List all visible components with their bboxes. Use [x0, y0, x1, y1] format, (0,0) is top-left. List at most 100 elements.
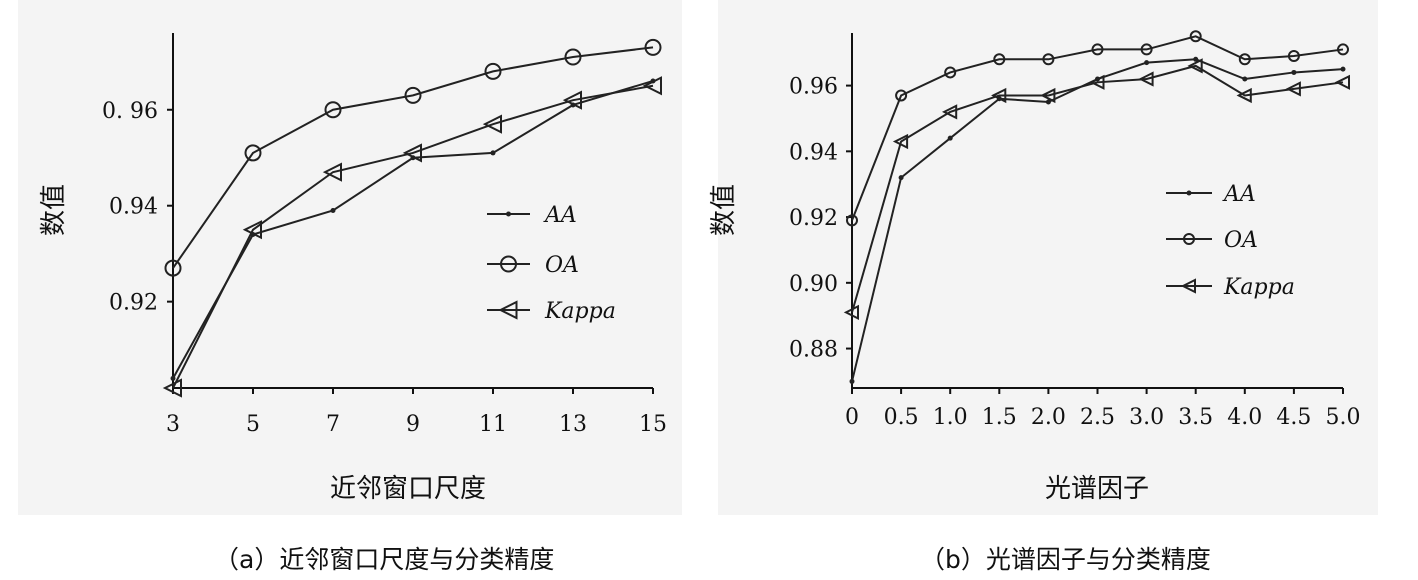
panel-b-series-aa-line	[851, 58, 1344, 382]
panel-a-series-kappa-line	[172, 84, 654, 389]
panel-a-series-kappa-point	[562, 90, 582, 110]
caption-a: （a）近邻窗口尺度与分类精度	[214, 545, 555, 574]
panel-a-series-kappa-point	[642, 76, 662, 96]
panel-a-series-oa-point	[164, 259, 182, 277]
panel-b-series-kappa-point	[1285, 81, 1301, 97]
panel-b-series-kappa-point	[1040, 87, 1056, 104]
panel-a-x-axis-title: 近邻窗口尺度	[330, 474, 486, 504]
panel-b-background	[718, 0, 1378, 515]
panel-b-series-oa-point	[1189, 30, 1202, 43]
panel-b-x-tick-label: 0.5	[884, 405, 919, 430]
panel-b-x-tick-label: 3.0	[1129, 405, 1164, 430]
panel-a-x-tick-label: 15	[639, 412, 667, 437]
panel-b-series-aa-point	[1144, 60, 1150, 66]
panel-a-series-aa-point	[490, 150, 496, 156]
panel-a-x-tick-label: 7	[326, 412, 340, 437]
panel-a-x-tick-label: 3	[166, 412, 180, 437]
panel-b-x-tick-label: 3.5	[1178, 405, 1213, 430]
panel-b-x-tick-label: 2.0	[1031, 405, 1066, 430]
panel-a-legend-aa-marker	[506, 211, 511, 217]
panel-b-series-oa-point	[1042, 53, 1055, 66]
panel-b-series-oa-point	[1091, 43, 1104, 56]
panel-b-series-aa-point	[1242, 76, 1248, 82]
panel-b-series-kappa-point	[1236, 87, 1252, 104]
panel-a-x-tick-label: 11	[479, 412, 507, 437]
panel-b-series-kappa-point	[1138, 71, 1154, 87]
panel-b-series-aa-point	[1193, 56, 1199, 62]
panel-b-y-axis-title: 数值	[709, 184, 739, 236]
panel-b-y-tick-label: 0.88	[789, 338, 838, 363]
panel-a-series-oa-line	[172, 46, 654, 269]
panel-b-series-kappa-point	[1334, 74, 1350, 90]
panel-a-legend-aa-label: AA	[543, 203, 577, 228]
panel-a-series-aa-point	[330, 208, 336, 213]
panel-b-series-aa-point	[1045, 99, 1051, 105]
panel-b-x-tick-label: 5.0	[1326, 405, 1361, 430]
panel-a-legend-kappa-label: Kappa	[544, 299, 616, 324]
panel-a-series-oa-point	[644, 38, 662, 56]
panel-b-y-tick-label: 0.96	[789, 75, 838, 100]
panel-b-legend-aa-marker	[1186, 190, 1192, 196]
panel-a-y-tick-label: 0. 96	[102, 99, 158, 124]
panel-b-series-oa-point	[1238, 53, 1251, 66]
panel-b-legend-aa-label: AA	[1222, 182, 1256, 207]
panel-b-legend-oa-label: OA	[1224, 228, 1258, 253]
panel-b-series-kappa-point	[941, 104, 958, 120]
panel-b-x-tick-label: 1.5	[982, 405, 1017, 430]
panel-b-series-aa-point	[849, 378, 855, 384]
panel-b-x-tick-label: 2.5	[1080, 405, 1115, 430]
panel-b-series-oa-point	[1337, 43, 1349, 56]
panel-a-series-kappa-point	[402, 143, 422, 163]
panel-a-legend-kappa-marker	[498, 300, 518, 320]
panel-a-series-oa-point	[564, 48, 582, 66]
panel-a-series-oa-point	[244, 144, 262, 162]
panel-b-y-tick-label: 0.90	[789, 272, 838, 297]
panel-a-series-kappa-point	[482, 114, 502, 134]
panel-b-series-oa-point	[1140, 43, 1153, 56]
panel-b-series-oa-line	[851, 35, 1344, 221]
panel-b-series-oa-point	[944, 66, 957, 79]
panel-a-y-axis-title: 数值	[39, 184, 69, 236]
panel-b-legend-kappa-label: Kappa	[1223, 275, 1295, 300]
panel-a-x-tick-label: 5	[246, 412, 260, 437]
panel-b-y-tick-label: 0.92	[789, 206, 838, 231]
panel-b-series-oa-point	[846, 214, 858, 227]
panel-b-series-aa-point	[898, 175, 904, 181]
panel-b-series-oa-point	[1287, 50, 1300, 63]
caption-b: （b）光谱因子与分类精度	[920, 545, 1211, 574]
panel-b-series-kappa-point	[1089, 74, 1105, 90]
panel-a-background	[18, 0, 682, 515]
panel-a-legend-oa-label: OA	[545, 253, 579, 278]
panel-a-series-aa-point	[170, 375, 176, 381]
panel-b-series-aa-point	[947, 135, 953, 141]
panel-b-x-axis-title: 光谱因子	[1045, 474, 1149, 504]
panel-a-series-kappa-point	[162, 378, 182, 398]
panel-b-series-aa-point	[1291, 69, 1297, 75]
panel-b-x-tick-label: 1.0	[933, 405, 968, 430]
panel-b-legend-oa-marker	[1183, 233, 1195, 245]
panel-b-series-oa-point	[895, 89, 908, 102]
panel-b-x-tick-label: 0	[845, 405, 859, 430]
panel-b-x-tick-label: 4.5	[1276, 405, 1311, 430]
panel-a-legend-oa-marker	[500, 255, 517, 273]
panel-a-x-tick-label: 13	[559, 412, 587, 437]
panel-a-series-kappa-point	[242, 220, 262, 240]
panel-a-y-tick-label: 0.92	[109, 291, 158, 316]
panel-b-legend-kappa-marker	[1180, 278, 1196, 294]
panel-b-series-aa-point	[1340, 66, 1346, 72]
panel-a-series-kappa-point	[322, 162, 342, 182]
panel-b-x-tick-label: 4.0	[1227, 405, 1262, 430]
panel-b-series-kappa-point	[991, 87, 1007, 104]
panel-a-y-tick-label: 0.94	[109, 195, 158, 220]
panel-b-series-kappa-point	[892, 133, 909, 150]
panel-b-series-oa-point	[993, 53, 1006, 66]
panel-b-series-kappa-line	[851, 64, 1344, 313]
panel-b-y-tick-label: 0.94	[789, 140, 838, 165]
panel-b-series-kappa-point	[1187, 58, 1203, 74]
panel-a-series-oa-point	[484, 62, 502, 80]
panel-b: 0.88 0.90 0.92 0.94 0.96 0 0.5 1.0 1.5 2.0 2.5 3.0 3…	[709, 30, 1361, 504]
panel-a: 0.92 0.94 0. 96 3 5 7 9 11 13 15 近邻窗口尺度 数值 AA OA Kappa	[39, 33, 667, 504]
panel-a-series-oa-point	[324, 101, 342, 119]
